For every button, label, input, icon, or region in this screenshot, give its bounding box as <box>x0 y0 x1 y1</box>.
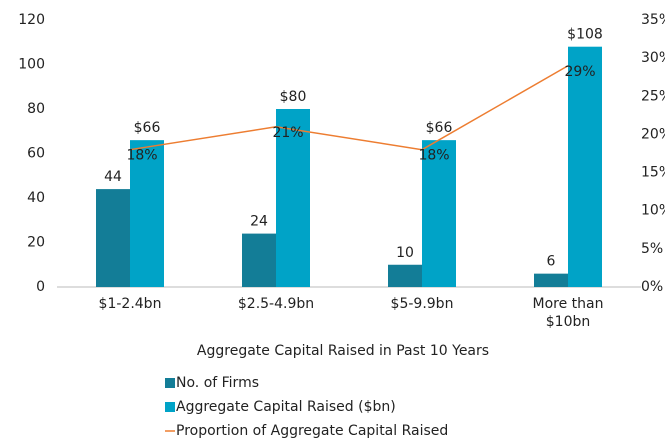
y-tick-label: 100 <box>18 57 45 73</box>
y-tick-label: 20 <box>27 235 45 251</box>
data-label: 18% <box>418 148 449 164</box>
y2-tick-label: 25% <box>641 88 665 104</box>
data-label: 18% <box>126 148 157 164</box>
y2-tick-label: 15% <box>641 165 665 181</box>
y-tick-label: 120 <box>18 12 45 28</box>
bar <box>568 46 602 288</box>
y-tick-label: 60 <box>27 146 45 162</box>
line <box>129 65 569 151</box>
x-tick-label: More than $10bn <box>533 296 604 330</box>
bar <box>96 189 130 287</box>
x-tick-label: $2.5-4.9bn <box>238 296 314 312</box>
bar <box>242 233 276 287</box>
y2-tick-label: 0% <box>641 279 663 295</box>
data-label: 10 <box>396 245 414 261</box>
y2-tick-label: 35% <box>641 12 665 28</box>
y-tick-label: 0 <box>36 279 45 295</box>
y2-tick-label: 30% <box>641 50 665 66</box>
bar <box>276 109 310 287</box>
data-label: $108 <box>567 27 603 43</box>
data-label: 44 <box>104 169 122 185</box>
y2-tick-label: 5% <box>641 241 663 257</box>
data-label: 6 <box>547 254 556 270</box>
x-tick-label: $1-2.4bn <box>99 296 162 312</box>
data-label: $80 <box>280 89 307 105</box>
data-label: 29% <box>564 64 595 80</box>
data-label: 21% <box>272 125 303 141</box>
legend-label: No. of Firms <box>176 375 259 391</box>
x-axis-title: Aggregate Capital Raised in Past 10 Year… <box>197 343 489 359</box>
y2-tick-label: 20% <box>641 126 665 142</box>
y-tick-label: 40 <box>27 190 45 206</box>
legend-swatch <box>165 378 175 388</box>
y2-tick-label: 10% <box>641 203 665 219</box>
bar <box>534 273 568 287</box>
data-label: $66 <box>134 120 161 136</box>
legend-label: Aggregate Capital Raised ($bn) <box>176 399 396 415</box>
bar <box>388 264 422 287</box>
bar <box>422 140 456 287</box>
y-tick-label: 80 <box>27 101 45 117</box>
legend-swatch <box>165 402 175 412</box>
data-label: 24 <box>250 214 268 230</box>
data-label: $66 <box>426 120 453 136</box>
x-tick-label: $5-9.9bn <box>391 296 454 312</box>
legend-label: Proportion of Aggregate Capital Raised <box>176 423 448 439</box>
bar <box>130 140 164 287</box>
